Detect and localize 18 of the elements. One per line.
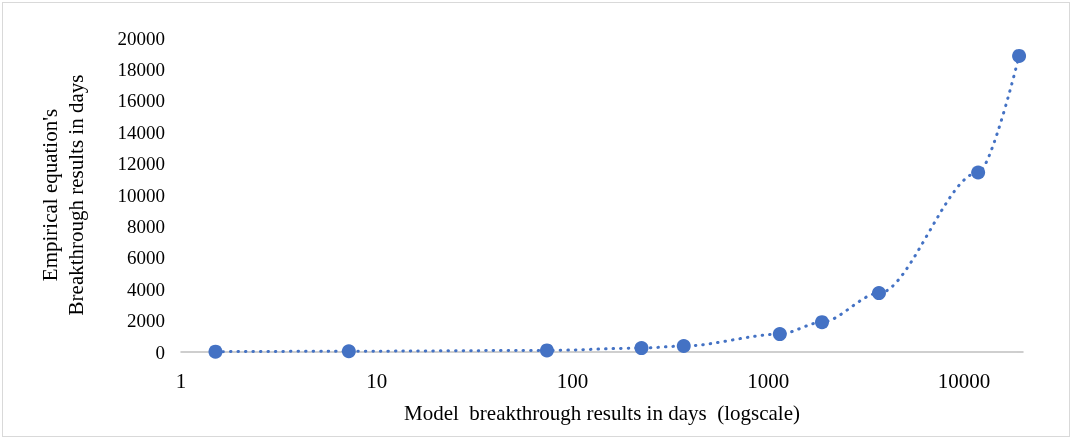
y-tick-label: 4000 (127, 278, 165, 300)
y-tick-label: 12000 (117, 153, 165, 175)
x-tick-label: 100 (556, 368, 589, 393)
y-tick-label: 6000 (127, 247, 165, 269)
x-tick-label: 1 (175, 368, 187, 393)
y-tick-label: 0 (155, 341, 165, 363)
y-tick-label: 16000 (117, 90, 165, 112)
x-tick-label: 1000 (747, 368, 790, 393)
y-tick-label: 18000 (117, 58, 165, 80)
y-tick-label: 10000 (117, 184, 165, 206)
y-tick-label: 14000 (117, 121, 165, 143)
y-tick-label: 20000 (117, 27, 165, 49)
x-tick-label: 10 (366, 368, 388, 393)
y-tick-label: 8000 (127, 215, 165, 237)
x-tick-label: 10000 (937, 368, 991, 393)
x-axis-title: Model breakthrough results in days (logscale) (404, 400, 800, 425)
y-tick-label: 2000 (127, 310, 165, 332)
y-axis-title: Empirical equation's Breakthrough results in days (38, 74, 88, 316)
